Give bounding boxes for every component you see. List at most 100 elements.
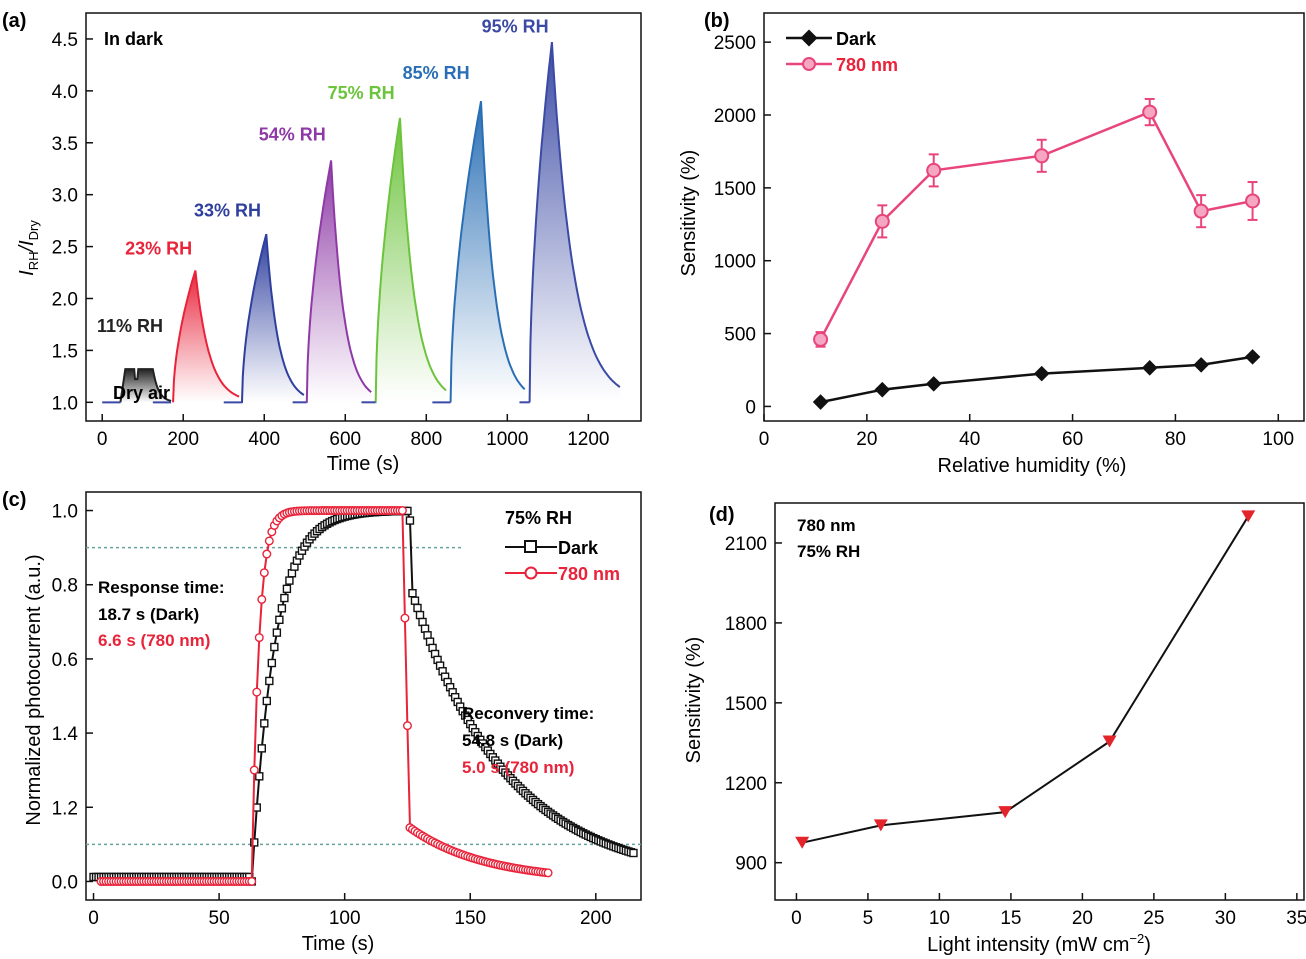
x-tick-label: 1000 — [486, 429, 528, 450]
y-tick-label: 4.5 — [52, 30, 78, 51]
panel-c-condition: 75% RH — [505, 508, 572, 528]
dark-point — [1141, 360, 1158, 376]
x-tick-label: 0 — [88, 908, 99, 929]
dark-point — [285, 576, 294, 585]
pulse-line — [528, 41, 621, 403]
pulse-area — [450, 101, 526, 403]
dark-point — [282, 584, 292, 594]
pulse-line — [449, 101, 526, 403]
pulse-line — [374, 117, 447, 404]
780-point — [252, 687, 262, 697]
response-time-title: Response time: — [98, 578, 225, 597]
x-tick-label: 35 — [1286, 908, 1306, 929]
panel-c-xlabel: Time (s) — [302, 933, 375, 955]
recovery-time-title: Reconvery time: — [462, 704, 594, 723]
y-tick-label: 500 — [724, 325, 756, 346]
pulse-line — [241, 233, 305, 404]
legend-c-dark-label: Dark — [558, 538, 599, 558]
panel-c-legend: Dark 780 nm — [505, 538, 620, 584]
780-point — [1142, 104, 1158, 120]
panel-c-label: (c) — [2, 489, 26, 511]
y-tick-label: 1500 — [714, 179, 756, 200]
panel-d-frame — [774, 502, 1305, 901]
780-point — [264, 536, 274, 546]
x-tick-label: 200 — [167, 429, 199, 450]
pulse-area — [375, 117, 447, 403]
panel-c: (c) 0 50 100 150 200 0.0 1.2 1.4 0.6 0.8 1.0 75% R… — [2, 489, 642, 955]
pulse-area — [529, 42, 621, 403]
780-point — [1034, 148, 1050, 164]
y-tick-label: 1200 — [725, 774, 767, 795]
pulse-line — [172, 270, 240, 403]
series-dark-line — [93, 509, 634, 885]
y-tick-label: 2000 — [714, 106, 756, 127]
dark-point — [413, 603, 422, 613]
x-tick-label: 5 — [863, 908, 874, 929]
y-tick-label: 3.0 — [52, 186, 78, 207]
pulse-label: 33% RH — [194, 200, 261, 220]
recovery-time-780: 5.0 s (780 nm) — [462, 758, 574, 777]
780-point — [1245, 193, 1261, 209]
dark-point — [272, 628, 282, 637]
pulse-label: 54% RH — [259, 124, 326, 144]
series-780-line — [101, 509, 549, 883]
pulse-label: 85% RH — [403, 63, 470, 83]
x-tick-label: 100 — [329, 908, 361, 929]
y-tick-label: 1.0 — [52, 393, 78, 414]
y-tick-label: 900 — [735, 854, 767, 875]
pulse-area — [120, 369, 172, 403]
response-time-dark: 18.7 s (Dark) — [98, 605, 199, 624]
x-tick-label: 80 — [1165, 429, 1186, 450]
y-tick-label: 1.4 — [52, 724, 79, 745]
780-point — [257, 594, 267, 604]
panel-a-axes: 0 200 400 600 800 1000 1200 1.0 1.5 2.0 2.5 3.0 3.5 4… — [52, 30, 610, 450]
panel-b-legend: Dark 780 nm — [786, 29, 898, 75]
x-tick-label: 0 — [791, 908, 802, 929]
dark-point — [1244, 349, 1261, 365]
sensitivity-line — [801, 515, 1250, 844]
dark-point — [1033, 365, 1050, 382]
dark-point — [405, 516, 415, 525]
panel-d-plot-area — [795, 510, 1256, 849]
x-tick-label: 50 — [209, 908, 230, 929]
sensitivity-point — [795, 836, 810, 849]
panel-a-inset: In dark — [104, 29, 164, 49]
panel-b-label: (b) — [704, 10, 730, 32]
panel-a-baseline-label: Dry air — [113, 383, 170, 403]
pulse-line — [305, 160, 372, 404]
x-tick-label: 60 — [1062, 429, 1083, 450]
panel-c-frame — [85, 491, 642, 901]
x-tick-label: 100 — [1262, 429, 1294, 450]
780-point — [926, 162, 942, 178]
panel-a-frame — [85, 12, 642, 422]
sensitivity-point — [1102, 735, 1117, 748]
dark-point — [260, 719, 269, 728]
dark-point — [874, 381, 891, 398]
pulse-label: 75% RH — [328, 83, 395, 103]
x-tick-label: 25 — [1143, 908, 1164, 929]
x-tick-label: 10 — [929, 908, 950, 929]
y-tick-label: 1800 — [725, 614, 767, 635]
780-point — [402, 721, 412, 731]
pulse-area — [173, 270, 240, 403]
x-tick-label: 150 — [454, 908, 486, 929]
panel-d-xlabel: Light intensity (mW cm−2) — [927, 931, 1151, 956]
x-tick-label: 20 — [1072, 908, 1093, 929]
780-point — [400, 613, 410, 623]
panel-d-ylabel: Sensitivity (%) — [683, 637, 705, 764]
dark-point — [267, 658, 277, 668]
780-point — [247, 876, 257, 886]
x-tick-label: 20 — [856, 429, 877, 450]
legend-dark-marker — [800, 29, 818, 47]
panel-d-axes: 0 5 10 15 20 25 30 35 900 1200 1500 1800 2100 — [725, 534, 1306, 929]
legend-c-dark-marker — [524, 540, 537, 553]
y-tick-label: 2.5 — [52, 238, 78, 259]
y-tick-label: 0.6 — [52, 650, 78, 671]
y-tick-label: 1.2 — [52, 798, 78, 819]
sensitivity-point — [1241, 510, 1256, 523]
pulse-label: 95% RH — [482, 16, 549, 36]
